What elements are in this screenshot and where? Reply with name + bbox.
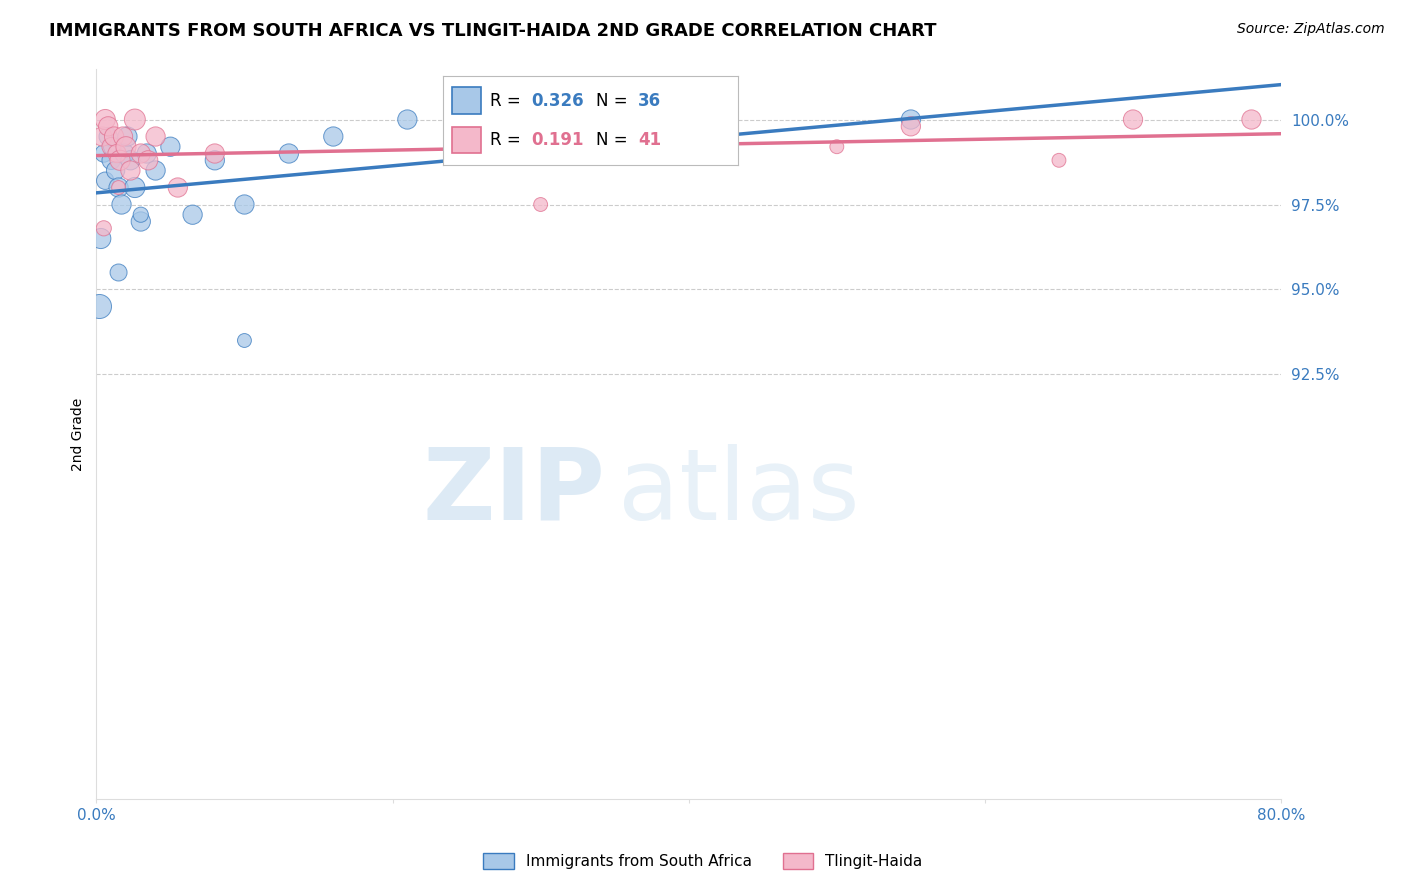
Point: [124, 112, 146, 127]
Bar: [451, 127, 481, 153]
Point: [530, 197, 553, 211]
Point: [181, 208, 204, 222]
Point: [115, 139, 138, 153]
Point: [900, 112, 922, 127]
Point: [105, 146, 128, 161]
Point: [90, 231, 112, 245]
Point: [114, 146, 136, 161]
Bar: [451, 87, 481, 114]
Point: [103, 129, 125, 144]
Point: [107, 265, 129, 279]
Text: IMMIGRANTS FROM SOUTH AFRICA VS TLINGIT-HAIDA 2ND GRADE CORRELATION CHART: IMMIGRANTS FROM SOUTH AFRICA VS TLINGIT-…: [49, 22, 936, 40]
Text: 0.326: 0.326: [531, 92, 583, 110]
Point: [111, 129, 134, 144]
Text: R =: R =: [491, 92, 526, 110]
Point: [233, 197, 256, 211]
Legend: Immigrants from South Africa, Tlingit-Haida: Immigrants from South Africa, Tlingit-Ha…: [477, 847, 929, 875]
Point: [107, 180, 129, 194]
Text: R =: R =: [491, 131, 526, 149]
Point: [94, 174, 117, 188]
Point: [396, 112, 419, 127]
Point: [110, 197, 132, 211]
Point: [603, 146, 626, 161]
Point: [277, 146, 299, 161]
Point: [204, 153, 226, 168]
Point: [159, 139, 181, 153]
Point: [104, 163, 127, 178]
Point: [129, 146, 152, 161]
Point: [100, 139, 122, 153]
Point: [145, 129, 167, 144]
Point: [97, 129, 120, 144]
Point: [145, 163, 167, 178]
Point: [1122, 112, 1144, 127]
Point: [1047, 153, 1070, 168]
Point: [124, 180, 146, 194]
Point: [97, 120, 120, 134]
Text: Source: ZipAtlas.com: Source: ZipAtlas.com: [1237, 22, 1385, 37]
Point: [108, 153, 131, 168]
Point: [166, 180, 188, 194]
Point: [129, 214, 152, 228]
Text: 41: 41: [638, 131, 661, 149]
Point: [117, 129, 139, 144]
Point: [204, 146, 226, 161]
Point: [93, 221, 115, 235]
Point: [120, 163, 142, 178]
Point: [93, 146, 115, 161]
Text: ZIP: ZIP: [423, 444, 606, 541]
Text: 36: 36: [638, 92, 661, 110]
Text: 0.191: 0.191: [531, 131, 583, 149]
Point: [91, 129, 114, 144]
Y-axis label: 2nd Grade: 2nd Grade: [72, 397, 86, 471]
Point: [100, 153, 122, 168]
Point: [136, 153, 159, 168]
Text: N =: N =: [596, 92, 633, 110]
Point: [135, 146, 157, 161]
Point: [603, 129, 626, 144]
Point: [1240, 112, 1263, 127]
Point: [129, 208, 152, 222]
Text: atlas: atlas: [617, 444, 859, 541]
Point: [120, 153, 142, 168]
Point: [101, 139, 124, 153]
Point: [707, 129, 730, 144]
Point: [94, 112, 117, 127]
Text: N =: N =: [596, 131, 633, 149]
Point: [322, 129, 344, 144]
Point: [107, 180, 129, 194]
Point: [87, 300, 110, 314]
Point: [900, 120, 922, 134]
Point: [825, 139, 848, 153]
Point: [233, 334, 256, 348]
